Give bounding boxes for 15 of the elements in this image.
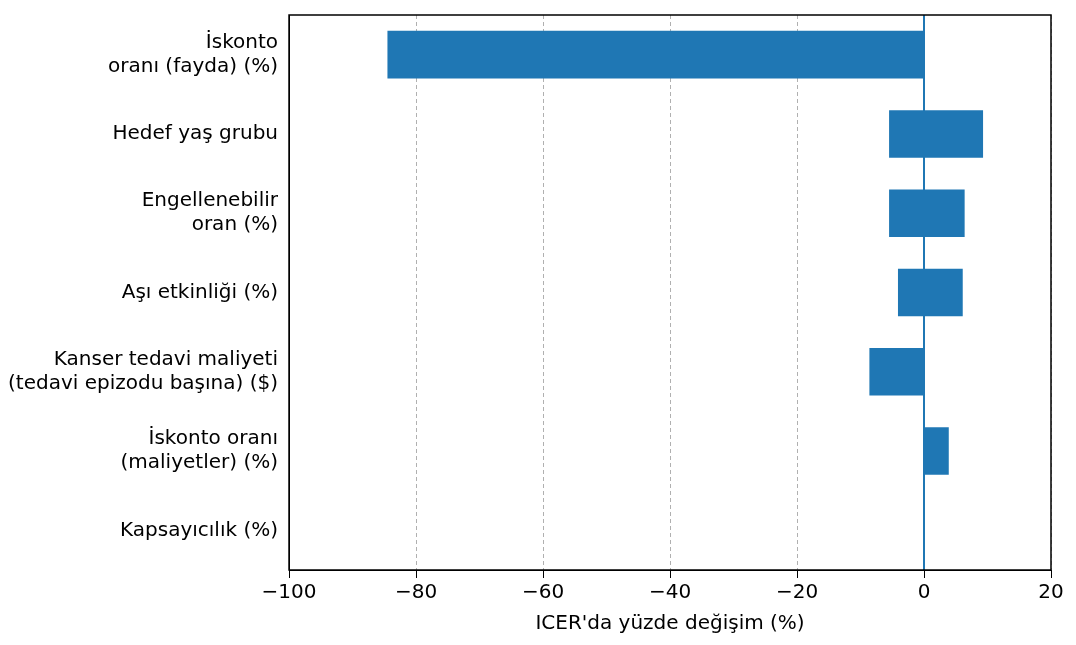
x-axis-title: ICER'da yüzde değişim (%) bbox=[535, 610, 805, 635]
x-tick-label: 0 bbox=[917, 579, 931, 604]
x-tick-label: −60 bbox=[521, 579, 565, 604]
y-tick-label: Kapsayıcılık (%) bbox=[120, 516, 279, 541]
x-tick-label: −80 bbox=[394, 579, 438, 604]
x-tick-label: −20 bbox=[775, 579, 819, 604]
y-tick-label: İskonto oranı (maliyetler) (%) bbox=[120, 425, 279, 474]
y-tick-label: Aşı etkinliği (%) bbox=[121, 278, 279, 303]
x-tick-label: −40 bbox=[648, 579, 692, 604]
x-tick-label: 20 bbox=[1038, 579, 1064, 604]
x-tick-label: −100 bbox=[261, 579, 317, 604]
y-tick-label: Kanser tedavi maliyeti (tedavi epizodu başına) ($) bbox=[7, 345, 279, 394]
y-tick-label: İskonto oranı (fayda) (%) bbox=[108, 28, 279, 77]
y-tick-label: Hedef yaş grubu bbox=[112, 120, 279, 145]
y-tick-label: Engellenebilir oran (%) bbox=[141, 187, 279, 236]
